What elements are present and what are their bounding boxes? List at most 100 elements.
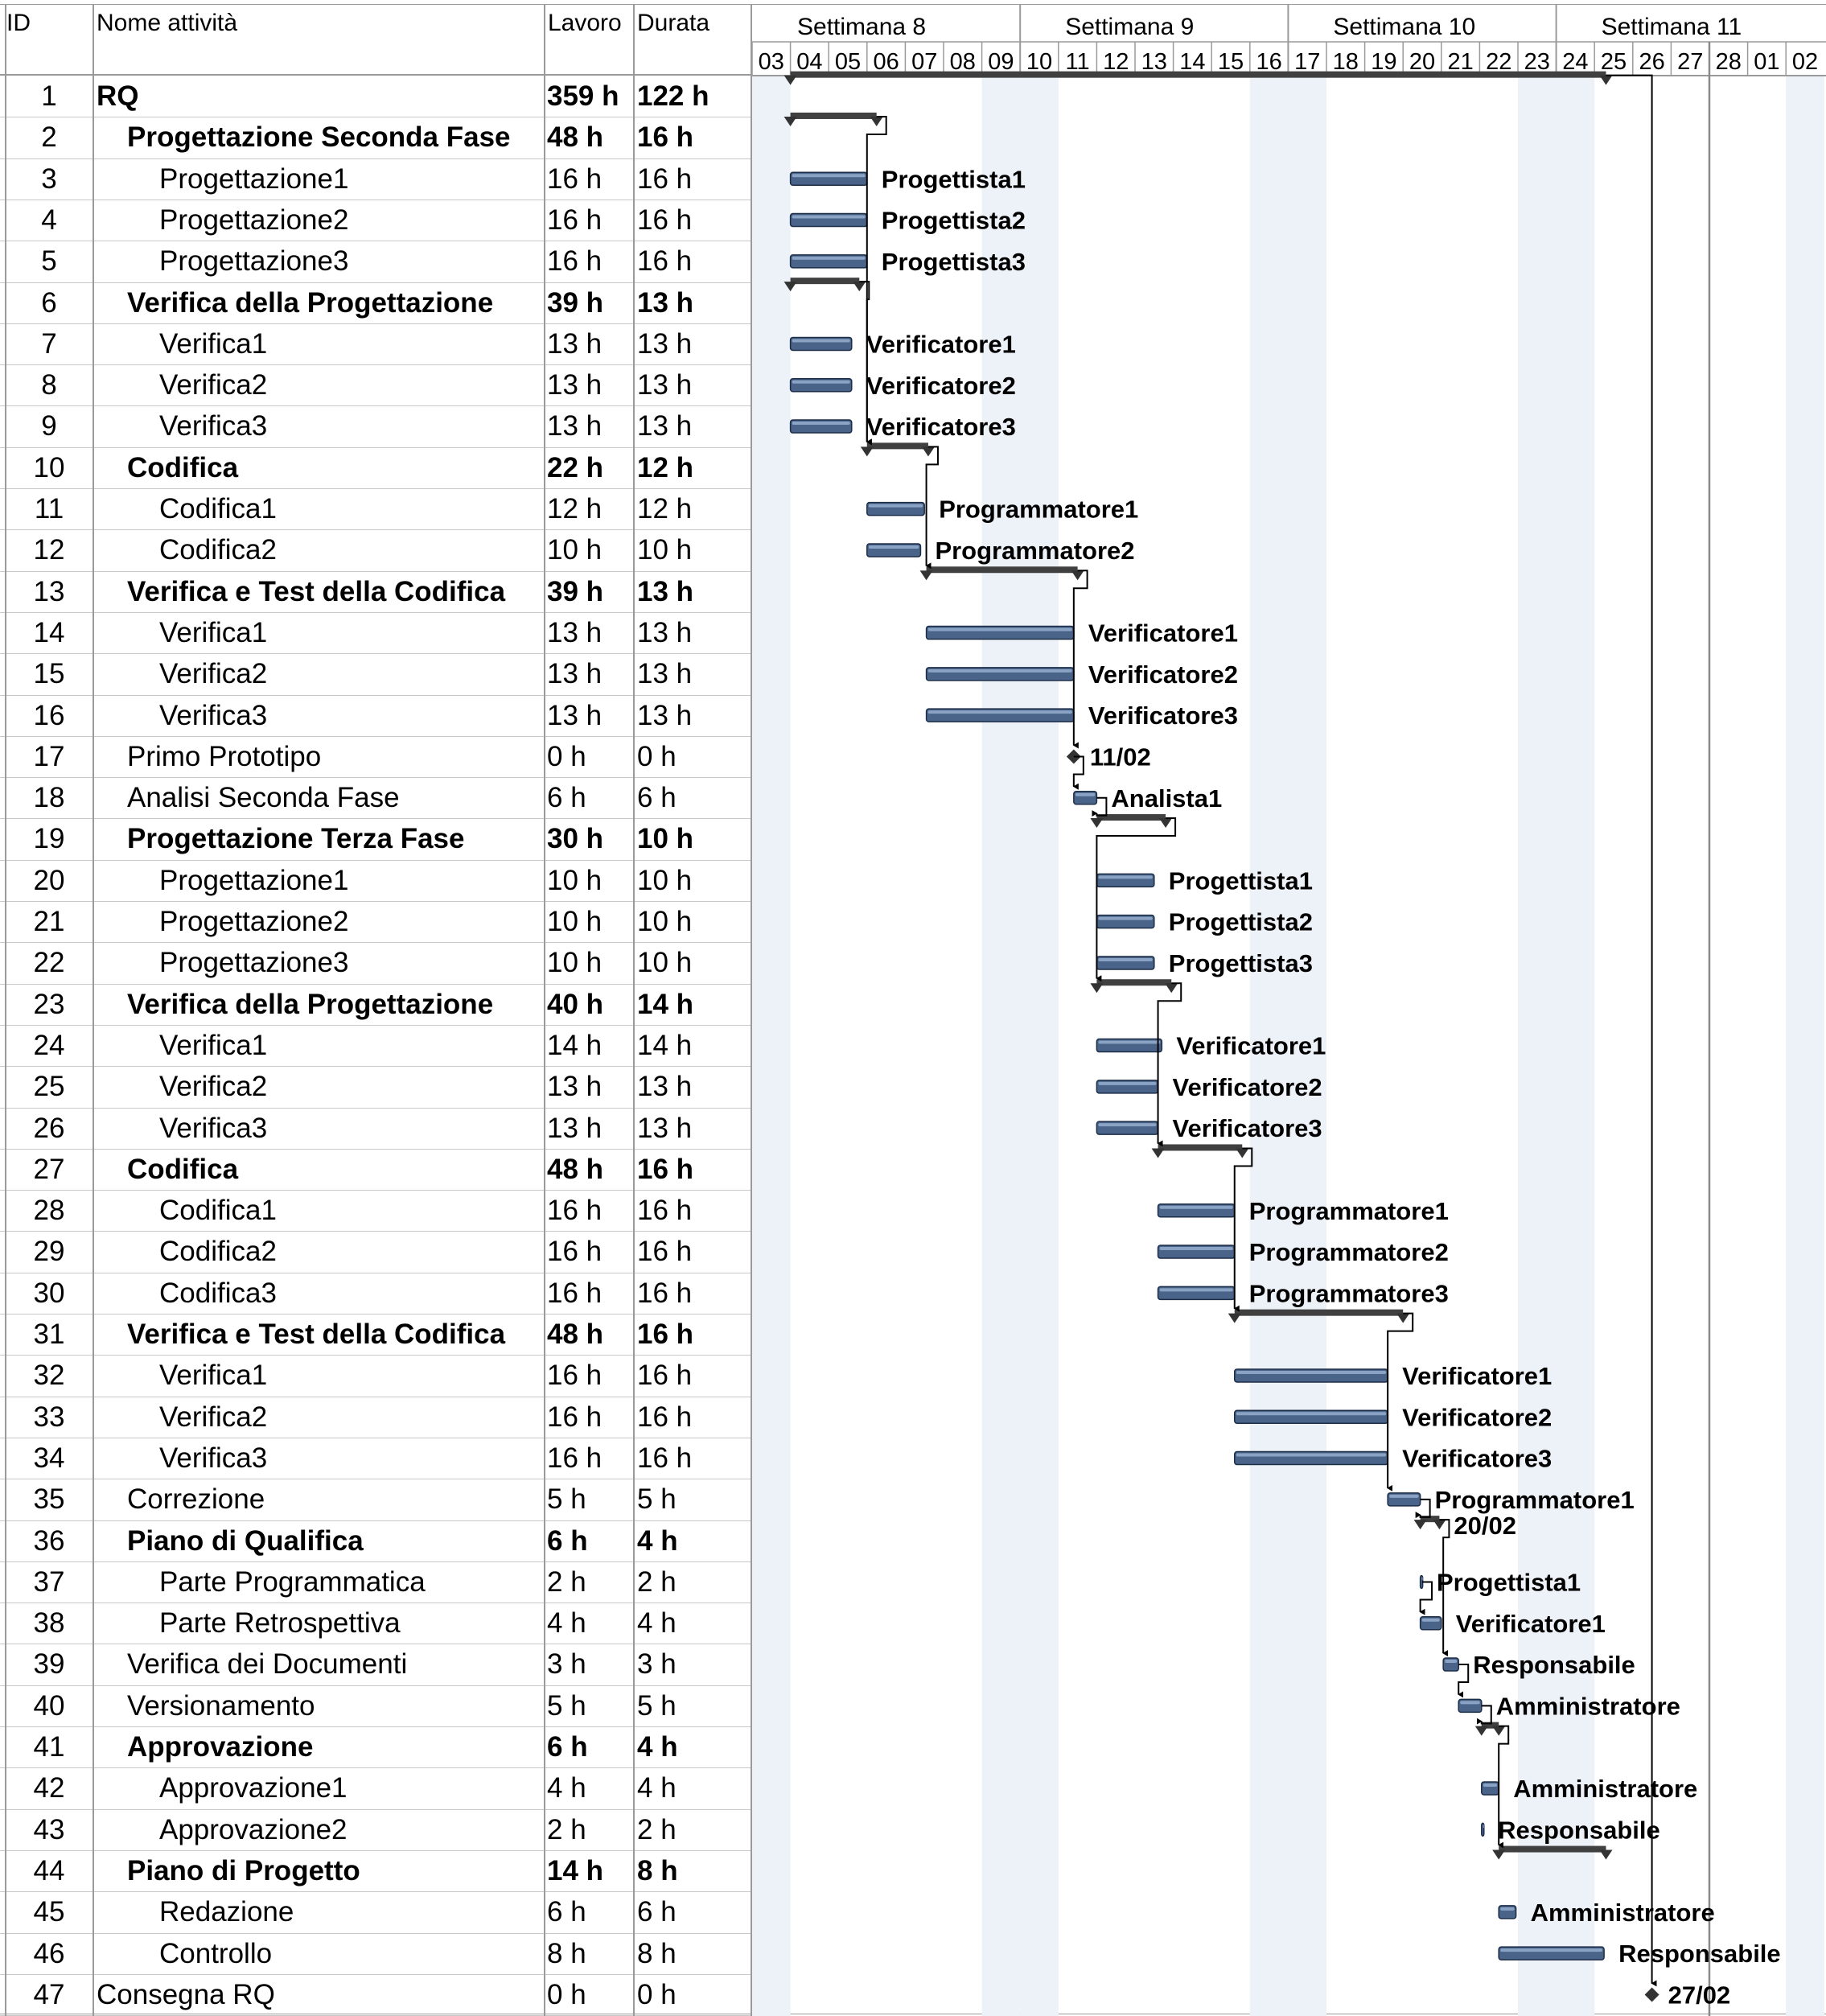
row-divider <box>0 1726 752 1727</box>
table-row[interactable]: 3 Progettazione1 16 h 16 h <box>0 158 752 200</box>
table-row[interactable]: 2 Progettazione Seconda Fase 48 h 16 h <box>0 117 752 158</box>
table-row[interactable]: 27 Codifica 48 h 16 h <box>0 1149 752 1190</box>
table-row[interactable]: 24 Verifica1 14 h 14 h <box>0 1025 752 1066</box>
bar-label: Programmatore2 <box>935 537 1134 565</box>
task-name: Progettazione3 <box>159 245 349 278</box>
table-row[interactable]: 25 Verifica2 13 h 13 h <box>0 1066 752 1107</box>
table-row[interactable]: 19 Progettazione Terza Fase 30 h 10 h <box>0 818 752 859</box>
table-row[interactable]: 21 Progettazione2 10 h 10 h <box>0 901 752 942</box>
task-work: 14 h <box>547 1854 604 1886</box>
day-label: 24 <box>1562 49 1588 75</box>
table-row[interactable]: 45 Redazione 6 h 6 h <box>0 1891 752 1932</box>
table-row[interactable]: 41 Approvazione 6 h 4 h <box>0 1726 752 1767</box>
table-row[interactable]: 1 RQ 359 h 122 h <box>0 76 752 117</box>
task-duration: 13 h <box>637 327 693 360</box>
task-work: 5 h <box>547 1689 586 1722</box>
task-name: Progettazione1 <box>159 163 349 195</box>
column-header-name[interactable]: Nome attività <box>97 10 238 36</box>
column-header-id[interactable]: ID <box>6 10 31 36</box>
table-row[interactable]: 30 Codifica3 16 h 16 h <box>0 1273 752 1314</box>
day-label: 02 <box>1792 49 1818 75</box>
table-row[interactable]: 10 Codifica 22 h 12 h <box>0 447 752 488</box>
table-row[interactable]: 47 Consegna RQ 0 h 0 h <box>0 1974 752 2015</box>
table-row[interactable]: 23 Verifica della Progettazione 40 h 14 h <box>0 984 752 1025</box>
task-id: 17 <box>33 740 65 772</box>
row-divider <box>0 447 752 448</box>
column-header-duration[interactable]: Durata <box>637 10 710 36</box>
day-label: 10 <box>1026 49 1052 75</box>
summary-start-cap <box>1413 1520 1427 1530</box>
weekend-shade <box>1249 76 1289 2016</box>
task-name: Redazione <box>159 1896 294 1928</box>
task-id: 39 <box>33 1648 65 1681</box>
table-row[interactable]: 39 Verifica dei Documenti 3 h 3 h <box>0 1644 752 1685</box>
table-row[interactable]: 26 Verifica3 13 h 13 h <box>0 1108 752 1149</box>
task-name: Progettazione Terza Fase <box>127 823 465 855</box>
summary-start-cap <box>1090 983 1104 994</box>
row-divider <box>0 1231 752 1232</box>
task-work: 48 h <box>547 1319 604 1350</box>
table-row[interactable]: 18 Analisi Seconda Fase 6 h 6 h <box>0 777 752 818</box>
table-row[interactable]: 36 Piano di Qualifica 6 h 4 h <box>0 1520 752 1561</box>
table-row[interactable]: 5 Progettazione3 16 h 16 h <box>0 241 752 282</box>
task-name: Progettazione1 <box>159 864 349 896</box>
task-name: Progettazione Seconda Fase <box>127 121 511 154</box>
table-row[interactable]: 38 Parte Retrospettiva 4 h 4 h <box>0 1603 752 1644</box>
table-row[interactable]: 15 Verifica2 13 h 13 h <box>0 653 752 694</box>
table-row[interactable]: 37 Parte Programmatica 2 h 2 h <box>0 1561 752 1603</box>
table-row[interactable]: 42 Approvazione1 4 h 4 h <box>0 1767 752 1808</box>
dependency-arrow <box>866 115 887 446</box>
task-duration: 5 h <box>637 1483 677 1516</box>
table-row[interactable]: 8 Verifica2 13 h 13 h <box>0 364 752 405</box>
table-row[interactable]: 28 Codifica1 16 h 16 h <box>0 1190 752 1231</box>
table-row[interactable]: 44 Piano di Progetto 14 h 8 h <box>0 1850 752 1891</box>
header-divider <box>0 74 752 76</box>
table-row[interactable]: 35 Correzione 5 h 5 h <box>0 1479 752 1520</box>
table-row[interactable]: 16 Verifica3 13 h 13 h <box>0 695 752 736</box>
task-bar-highlight <box>792 215 866 219</box>
table-row[interactable]: 12 Codifica2 10 h 10 h <box>0 529 752 570</box>
task-work: 16 h <box>547 1195 602 1227</box>
table-row[interactable]: 20 Progettazione1 10 h 10 h <box>0 860 752 901</box>
table-row[interactable]: 4 Progettazione2 16 h 16 h <box>0 200 752 241</box>
table-row[interactable]: 9 Verifica3 13 h 13 h <box>0 405 752 446</box>
task-id: 2 <box>41 121 57 154</box>
table-row[interactable]: 29 Codifica2 16 h 16 h <box>0 1231 752 1272</box>
task-duration: 14 h <box>637 1029 693 1061</box>
summary-start-cap <box>1151 1148 1165 1158</box>
weekend-shade <box>1288 76 1326 2016</box>
table-row[interactable]: 46 Controllo 8 h 8 h <box>0 1933 752 1974</box>
table-row[interactable]: 34 Verifica3 16 h 16 h <box>0 1438 752 1479</box>
summary-bar <box>1096 814 1166 821</box>
task-name: Parte Retrospettiva <box>159 1607 401 1640</box>
table-row[interactable]: 6 Verifica della Progettazione 39 h 13 h <box>0 282 752 323</box>
table-row[interactable]: 14 Verifica1 13 h 13 h <box>0 612 752 653</box>
table-row[interactable]: 22 Progettazione3 10 h 10 h <box>0 942 752 983</box>
task-bar-highlight <box>1421 1618 1440 1622</box>
task-work: 48 h <box>547 1153 604 1185</box>
task-name: Approvazione <box>127 1731 314 1763</box>
table-row[interactable]: 13 Verifica e Test della Codifica 39 h 13 h <box>0 571 752 612</box>
table-row[interactable]: 40 Versionamento 5 h 5 h <box>0 1685 752 1726</box>
task-name: Verifica della Progettazione <box>127 988 494 1020</box>
table-row[interactable]: 31 Verifica e Test della Codifica 48 h 16 h <box>0 1314 752 1355</box>
task-bar-highlight <box>1159 1288 1233 1292</box>
week-label: Settimana 11 <box>1602 14 1742 40</box>
task-id: 1 <box>41 80 57 112</box>
task-name: Parte Programmatica <box>159 1565 426 1598</box>
table-row[interactable]: 32 Verifica1 16 h 16 h <box>0 1355 752 1396</box>
table-row[interactable]: 11 Codifica1 12 h 12 h <box>0 488 752 529</box>
table-row[interactable]: 43 Approvazione2 2 h 2 h <box>0 1809 752 1850</box>
task-id: 23 <box>33 988 65 1020</box>
column-header-work[interactable]: Lavoro <box>548 10 622 36</box>
task-bar-highlight <box>1159 1205 1233 1209</box>
task-work: 30 h <box>547 823 604 855</box>
task-duration: 13 h <box>637 575 694 607</box>
task-name: Verifica2 <box>159 658 268 690</box>
table-row[interactable]: 17 Primo Prototipo 0 h 0 h <box>0 736 752 777</box>
table-row[interactable]: 33 Verifica2 16 h 16 h <box>0 1397 752 1438</box>
day-label: 14 <box>1179 49 1205 75</box>
task-name: Progettazione3 <box>159 947 349 979</box>
task-id: 44 <box>33 1854 65 1886</box>
table-row[interactable]: 7 Verifica1 13 h 13 h <box>0 323 752 364</box>
